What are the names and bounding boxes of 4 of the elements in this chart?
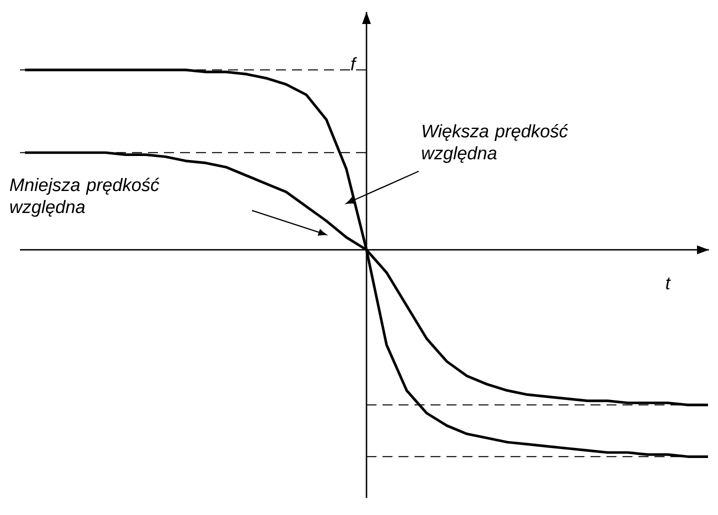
annotation: Większa prędkość względna xyxy=(422,124,568,163)
x-axis-title: t xyxy=(666,278,671,290)
y-axis-title: f xyxy=(351,57,357,70)
annotation: Mniejsza prędkość względna xyxy=(10,178,160,217)
